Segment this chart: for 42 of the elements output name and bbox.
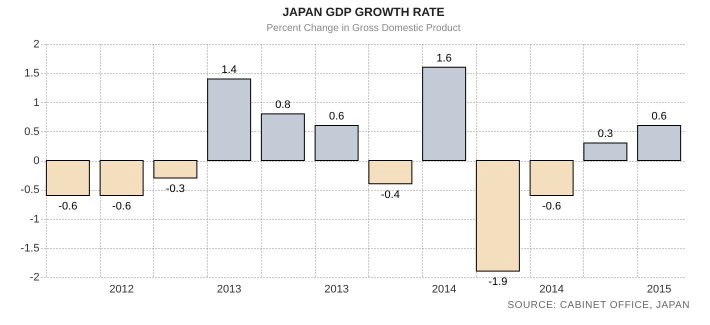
x-tick-label: 2014 xyxy=(432,284,456,296)
data-label: -0.6 xyxy=(112,200,132,212)
data-label: -0.3 xyxy=(166,182,185,195)
x-tick-label: 2015 xyxy=(646,284,672,296)
data-label: 1.4 xyxy=(221,64,237,76)
bar xyxy=(207,78,252,161)
chart-title: JAPAN GDP GROWTH RATE xyxy=(282,5,445,19)
x-tick-label: 2013 xyxy=(324,284,349,296)
x-tick-label: 2012 xyxy=(109,284,134,296)
bar xyxy=(422,66,466,161)
data-label: 0.8 xyxy=(275,98,291,111)
bar xyxy=(314,125,359,161)
y-tick-label: 2 xyxy=(33,38,40,50)
x-tick-label: 2013 xyxy=(216,284,242,296)
bar xyxy=(46,160,90,196)
y-tick-label: 1.5 xyxy=(24,68,40,80)
data-label: -0.6 xyxy=(542,200,562,212)
bar xyxy=(476,160,520,272)
y-tick-label: 0 xyxy=(33,155,40,167)
bar xyxy=(530,160,574,196)
data-label: -1.9 xyxy=(488,276,508,288)
chart-subtitle: Percent Change in Gross Domestic Product xyxy=(266,23,461,34)
bar xyxy=(100,160,144,196)
y-tick-label: -1.5 xyxy=(20,242,40,254)
data-label: 0.6 xyxy=(651,110,667,123)
y-tick-label: -2 xyxy=(30,272,40,284)
y-tick-label: 0.5 xyxy=(24,126,40,138)
bar xyxy=(368,160,412,184)
bar xyxy=(260,113,305,161)
source-note: SOURCE: CABINET OFFICE, JAPAN xyxy=(506,300,690,311)
bar xyxy=(583,142,628,161)
data-label: 0.6 xyxy=(328,110,344,123)
y-tick-label: -1 xyxy=(30,213,40,226)
x-tick-label: 2014 xyxy=(539,284,564,296)
y-tick-label: 1 xyxy=(33,96,40,109)
bar xyxy=(637,125,682,161)
data-label: 0.3 xyxy=(598,128,614,140)
data-label: -0.6 xyxy=(58,200,78,212)
data-label: 1.6 xyxy=(436,52,452,64)
data-label: -0.4 xyxy=(380,188,400,201)
bar xyxy=(153,160,198,178)
y-tick-label: -0.5 xyxy=(20,184,40,196)
